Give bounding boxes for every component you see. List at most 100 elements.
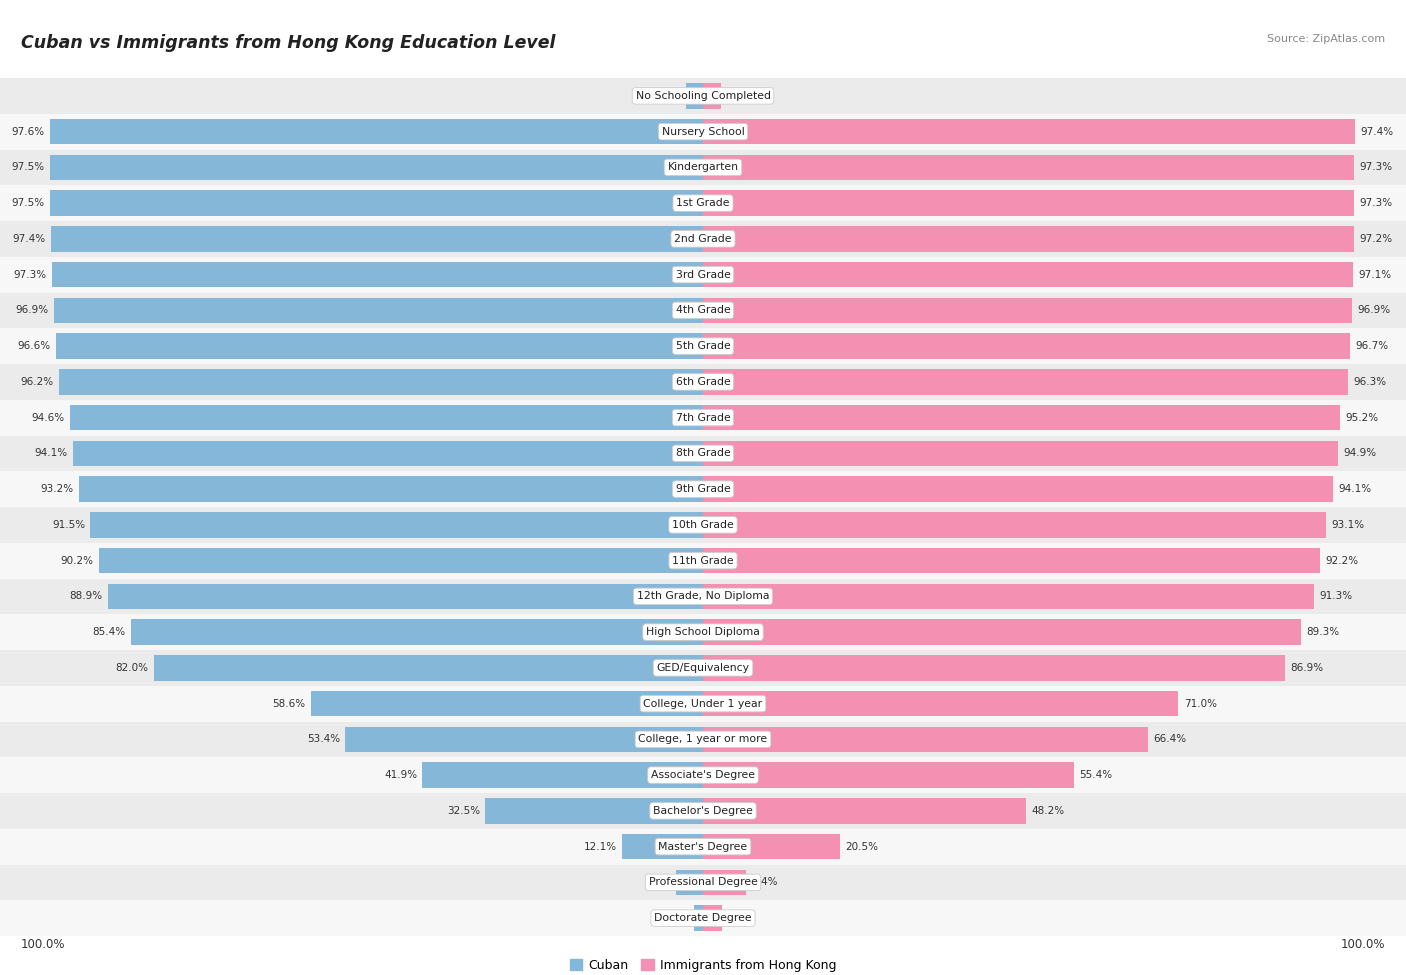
Text: 2.5%: 2.5% bbox=[654, 91, 681, 100]
Text: 100.0%: 100.0% bbox=[21, 938, 66, 951]
Text: 93.1%: 93.1% bbox=[1331, 520, 1365, 529]
Text: Nursery School: Nursery School bbox=[662, 127, 744, 136]
Text: College, 1 year or more: College, 1 year or more bbox=[638, 734, 768, 744]
FancyBboxPatch shape bbox=[0, 185, 1406, 221]
Text: Master's Degree: Master's Degree bbox=[658, 841, 748, 851]
Bar bbox=[703, 512, 1326, 538]
Bar bbox=[59, 369, 703, 395]
Text: 4.0%: 4.0% bbox=[644, 878, 671, 887]
FancyBboxPatch shape bbox=[0, 793, 1406, 829]
Bar bbox=[686, 83, 703, 109]
FancyBboxPatch shape bbox=[0, 114, 1406, 149]
FancyBboxPatch shape bbox=[0, 78, 1406, 114]
Text: 12th Grade, No Diploma: 12th Grade, No Diploma bbox=[637, 592, 769, 602]
Text: 97.5%: 97.5% bbox=[11, 198, 45, 208]
Text: 6th Grade: 6th Grade bbox=[676, 377, 730, 387]
FancyBboxPatch shape bbox=[0, 329, 1406, 364]
FancyBboxPatch shape bbox=[0, 722, 1406, 758]
Text: 97.6%: 97.6% bbox=[11, 127, 44, 136]
Text: 94.1%: 94.1% bbox=[35, 448, 67, 458]
Text: 90.2%: 90.2% bbox=[60, 556, 94, 566]
Bar bbox=[621, 834, 703, 860]
Text: 6.4%: 6.4% bbox=[751, 878, 778, 887]
Text: 96.7%: 96.7% bbox=[1355, 341, 1389, 351]
Bar bbox=[703, 726, 1147, 753]
Bar bbox=[108, 583, 703, 609]
Text: 82.0%: 82.0% bbox=[115, 663, 149, 673]
Text: 97.4%: 97.4% bbox=[13, 234, 45, 244]
Text: Associate's Degree: Associate's Degree bbox=[651, 770, 755, 780]
Bar bbox=[703, 476, 1333, 502]
Text: 2nd Grade: 2nd Grade bbox=[675, 234, 731, 244]
Bar bbox=[51, 226, 703, 252]
Text: 88.9%: 88.9% bbox=[69, 592, 103, 602]
Text: 58.6%: 58.6% bbox=[273, 699, 305, 709]
FancyBboxPatch shape bbox=[0, 900, 1406, 936]
Bar bbox=[703, 441, 1339, 466]
Bar bbox=[346, 726, 703, 753]
Bar bbox=[703, 261, 1353, 288]
Text: 1.4%: 1.4% bbox=[662, 914, 689, 923]
Text: 96.9%: 96.9% bbox=[1357, 305, 1391, 315]
Bar bbox=[703, 190, 1354, 216]
Text: 93.2%: 93.2% bbox=[41, 485, 73, 494]
Bar bbox=[703, 690, 1178, 717]
Text: 4th Grade: 4th Grade bbox=[676, 305, 730, 315]
Bar bbox=[485, 798, 703, 824]
Text: 91.5%: 91.5% bbox=[52, 520, 84, 529]
Text: 10th Grade: 10th Grade bbox=[672, 520, 734, 529]
Text: 89.3%: 89.3% bbox=[1306, 627, 1340, 637]
Bar bbox=[131, 619, 703, 645]
Text: 94.1%: 94.1% bbox=[1339, 485, 1371, 494]
Text: 1st Grade: 1st Grade bbox=[676, 198, 730, 208]
Text: 97.2%: 97.2% bbox=[1360, 234, 1392, 244]
Text: 32.5%: 32.5% bbox=[447, 806, 479, 816]
Text: 2.7%: 2.7% bbox=[727, 91, 754, 100]
Text: 97.1%: 97.1% bbox=[1358, 270, 1392, 280]
Bar bbox=[90, 512, 703, 538]
Text: 96.2%: 96.2% bbox=[21, 377, 53, 387]
Text: Source: ZipAtlas.com: Source: ZipAtlas.com bbox=[1267, 34, 1385, 44]
Text: 97.3%: 97.3% bbox=[1360, 198, 1393, 208]
Text: Cuban vs Immigrants from Hong Kong Education Level: Cuban vs Immigrants from Hong Kong Educa… bbox=[21, 34, 555, 52]
Text: 95.2%: 95.2% bbox=[1346, 412, 1379, 422]
Text: 5th Grade: 5th Grade bbox=[676, 341, 730, 351]
Bar bbox=[98, 548, 703, 573]
Text: College, Under 1 year: College, Under 1 year bbox=[644, 699, 762, 709]
Bar bbox=[422, 762, 703, 788]
Text: High School Diploma: High School Diploma bbox=[647, 627, 759, 637]
FancyBboxPatch shape bbox=[0, 400, 1406, 436]
Text: 48.2%: 48.2% bbox=[1031, 806, 1064, 816]
FancyBboxPatch shape bbox=[0, 614, 1406, 650]
FancyBboxPatch shape bbox=[0, 256, 1406, 292]
FancyBboxPatch shape bbox=[0, 685, 1406, 722]
Text: 11th Grade: 11th Grade bbox=[672, 556, 734, 566]
FancyBboxPatch shape bbox=[0, 149, 1406, 185]
Bar bbox=[703, 548, 1320, 573]
Text: No Schooling Completed: No Schooling Completed bbox=[636, 91, 770, 100]
Bar bbox=[703, 583, 1315, 609]
Text: 2.8%: 2.8% bbox=[727, 914, 754, 923]
Bar bbox=[703, 297, 1351, 324]
Bar bbox=[703, 870, 745, 895]
Text: 92.2%: 92.2% bbox=[1326, 556, 1358, 566]
Bar bbox=[703, 655, 1285, 681]
Bar bbox=[51, 190, 703, 216]
Bar bbox=[703, 905, 721, 931]
Text: 85.4%: 85.4% bbox=[93, 627, 127, 637]
Text: 91.3%: 91.3% bbox=[1320, 592, 1353, 602]
Bar bbox=[703, 619, 1301, 645]
Bar bbox=[155, 655, 703, 681]
Text: 100.0%: 100.0% bbox=[1340, 938, 1385, 951]
FancyBboxPatch shape bbox=[0, 578, 1406, 614]
Text: 96.3%: 96.3% bbox=[1353, 377, 1386, 387]
Text: 53.4%: 53.4% bbox=[307, 734, 340, 744]
Text: 20.5%: 20.5% bbox=[845, 841, 879, 851]
Text: 97.5%: 97.5% bbox=[11, 163, 45, 173]
Bar bbox=[703, 369, 1348, 395]
Bar bbox=[311, 690, 703, 717]
Text: 94.9%: 94.9% bbox=[1344, 448, 1376, 458]
Text: Professional Degree: Professional Degree bbox=[648, 878, 758, 887]
Bar bbox=[703, 405, 1340, 431]
FancyBboxPatch shape bbox=[0, 292, 1406, 329]
